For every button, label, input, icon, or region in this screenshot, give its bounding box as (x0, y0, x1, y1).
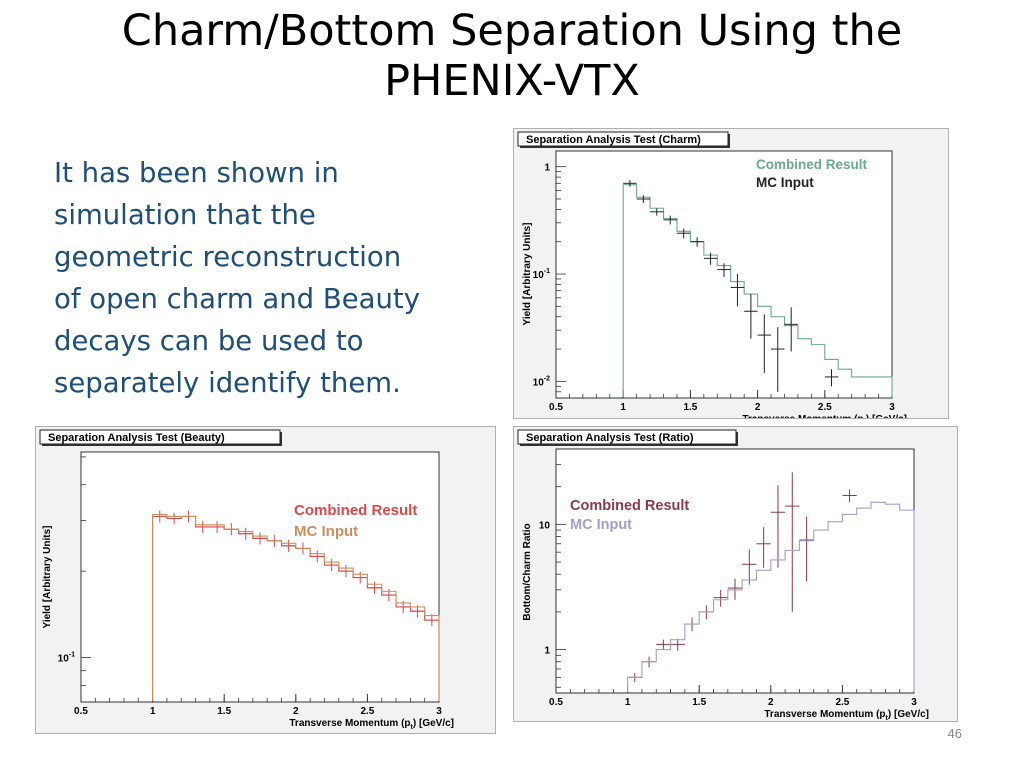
y-axis-label: Yield [Arbitrary Units] (42, 526, 53, 629)
slide-title-line-1: Charm/Bottom Separation Using the (121, 6, 903, 56)
plot-title-box (39, 429, 281, 445)
bullet-line: decays can be used to (54, 325, 364, 357)
y-tick-label: 10-2 (533, 375, 550, 388)
y-tick-label: 10-1 (58, 652, 75, 665)
x-tick-label: 1 (150, 706, 156, 717)
plot-title: Separation Analysis Test (Charm) (526, 134, 701, 146)
x-tick-label: 0.5 (549, 697, 563, 708)
charm-plot-panel: Separation Analysis Test (Charm) 0.5 1 1.5 2… (513, 128, 949, 419)
y-tick-label: 1 (544, 163, 550, 174)
x-tick-label: 1.5 (692, 697, 706, 708)
plot-area (555, 448, 915, 694)
series-histogram-line (627, 501, 915, 692)
slide-title: Charm/Bottom Separation Using the PHENIX… (0, 6, 1024, 106)
x-tick-label: 2 (768, 697, 774, 708)
bullet-text: It has been shown in simulation that the… (54, 152, 484, 404)
charm-plot: Separation Analysis Test (Charm) 0.5 1 1.5 2… (517, 131, 907, 418)
y-axis-label: Bottom/Charm Ratio (522, 523, 533, 620)
x-tick-label: 2.5 (360, 706, 374, 717)
x-tick-label: 2.5 (818, 402, 832, 413)
x-tick-label: 1 (625, 697, 631, 708)
bullet-line: of open charm and Beauty (54, 283, 420, 315)
legend-entry: Combined Result (570, 498, 689, 514)
x-axis-label: Transverse Momentum (pt) [GeV/c] (289, 718, 454, 731)
bullet-line: It has been shown in (54, 157, 339, 189)
plot-title: Separation Analysis Test (Ratio) (526, 432, 694, 444)
bullet-line: separately identify them. (54, 367, 401, 399)
plot-area (80, 451, 440, 703)
beauty-plot: Separation Analysis Test (Beauty) 0.5 1 1.5… (39, 429, 454, 731)
bullet-line: simulation that the (54, 199, 316, 231)
x-tick-label: 2 (755, 402, 761, 413)
x-tick-label: 2 (293, 706, 299, 717)
legend-entry: MC Input (570, 517, 632, 533)
legend-entry: Combined Result (294, 502, 417, 519)
y-tick-label: 1 (544, 646, 550, 657)
ratio-plot: Separation Analysis Test (Ratio) 0.5 1 1.5 2… (517, 429, 929, 721)
plot-title-box (517, 131, 729, 147)
plot-title: Separation Analysis Test (Beauty) (48, 432, 225, 444)
legend-entry: Combined Result (756, 157, 868, 172)
plot-title-box (517, 429, 737, 445)
y-axis-label: Yield [Arbitrary Units] (522, 223, 533, 326)
x-axis-label: Transverse Momentum (pt) [GeV/c] (742, 414, 907, 418)
slide-title-line-2: PHENIX-VTX (384, 56, 640, 106)
ratio-plot-panel: Separation Analysis Test (Ratio) 0.5 1 1.5 2… (513, 426, 958, 722)
beauty-plot-panel: Separation Analysis Test (Beauty) 0.5 1 1.5… (35, 426, 496, 734)
x-tick-label: 1 (620, 402, 626, 413)
slide-number: 46 (947, 726, 962, 741)
y-tick-label: 10-1 (533, 268, 550, 281)
x-tick-label: 0.5 (74, 706, 88, 717)
y-tick-label: 10 (539, 520, 551, 531)
x-tick-label: 2.5 (835, 697, 849, 708)
x-tick-label: 3 (436, 706, 442, 717)
x-tick-label: 3 (889, 402, 895, 413)
x-tick-label: 0.5 (549, 402, 563, 413)
bullet-line: geometric reconstruction (54, 241, 402, 273)
legend-entry: MC Input (756, 175, 814, 190)
x-axis-label: Transverse Momentum (pt) [GeV/c] (764, 709, 929, 721)
x-tick-label: 1.5 (217, 706, 231, 717)
x-tick-label: 3 (911, 697, 917, 708)
legend-entry: MC Input (294, 523, 358, 540)
series-histogram-line (152, 513, 440, 701)
x-tick-label: 1.5 (683, 402, 697, 413)
